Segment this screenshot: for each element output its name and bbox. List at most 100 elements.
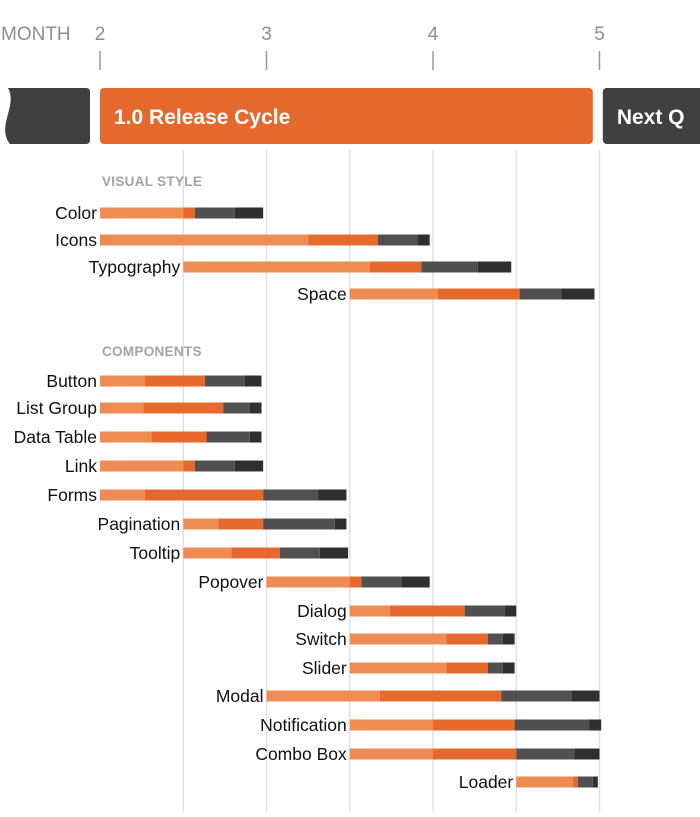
task-bar-segment [378, 234, 419, 246]
task-label: Popover [198, 572, 263, 592]
task-bar-segment [318, 489, 347, 501]
release-bands: 1.0 Release Cycle Next Q [0, 88, 700, 144]
task-bar-segment [577, 776, 593, 788]
task-bar-segment [592, 776, 598, 788]
task-bar-segment [349, 633, 447, 645]
task-bar-segment [183, 518, 219, 530]
task-bar-segment [244, 375, 262, 387]
release-band: Next Q [602, 88, 700, 144]
task-row: Link [65, 456, 264, 476]
task-row: Loader [459, 772, 598, 792]
task-bar-segment [349, 662, 447, 674]
task-bar-segment [144, 489, 264, 501]
x-axis: MONTH 2 3 4 5 [1, 24, 605, 70]
task-bar-segment [234, 207, 264, 219]
task-row: Data Table [14, 427, 262, 447]
task-bar-segment [263, 518, 335, 530]
task-bar-segment [266, 690, 380, 702]
task-label: Tooltip [130, 543, 181, 563]
task-label: Link [65, 456, 97, 476]
task-bar-segment [266, 576, 350, 588]
task-row: Space [297, 284, 595, 304]
task-bar-segment [433, 748, 517, 760]
task-bar-segment [100, 402, 144, 414]
task-row: Button [46, 371, 262, 391]
task-bar-segment [519, 288, 562, 300]
task-bar-segment [464, 605, 505, 617]
task-label: Dialog [297, 601, 347, 621]
task-label: Color [55, 203, 97, 223]
task-row: Notification [260, 715, 602, 735]
task-bar-segment [379, 690, 502, 702]
task-bar-segment [143, 402, 224, 414]
task-bar-segment [263, 489, 319, 501]
task-label: List Group [16, 398, 97, 418]
task-bar-segment [516, 748, 575, 760]
task-label: Switch [295, 629, 347, 649]
task-label: Notification [260, 715, 347, 735]
task-bar-segment [446, 662, 488, 674]
task-bar-segment [421, 261, 478, 273]
task-row: Tooltip [130, 543, 349, 563]
task-row: Switch [295, 629, 515, 649]
task-bar-segment [218, 518, 264, 530]
task-bar-segment [349, 288, 438, 300]
task-bar-segment [389, 605, 465, 617]
task-bar-segment [206, 431, 250, 443]
task-row: Forms [47, 485, 347, 505]
task-bar-segment [418, 234, 430, 246]
task-bar-segment [369, 261, 422, 273]
task-bar-segment [183, 207, 195, 219]
task-bar-segment [183, 261, 370, 273]
task-bar-segment [234, 460, 264, 472]
task-bar-segment [349, 748, 433, 760]
task-bar-segment [100, 207, 184, 219]
task-bar-segment [446, 633, 488, 645]
task-bar-segment [349, 605, 390, 617]
task-row: Modal [216, 686, 600, 706]
task-label: Loader [459, 772, 514, 792]
task-bar-segment [502, 662, 515, 674]
band-notch [0, 88, 11, 144]
task-row: Icons [55, 230, 430, 250]
task-bar-segment [100, 234, 309, 246]
task-bar-segment [571, 690, 600, 702]
task-label: Combo Box [255, 744, 347, 764]
release-band-rect [100, 88, 593, 144]
task-bar-segment [319, 547, 349, 559]
task-bar-segment [561, 288, 595, 300]
task-bar-segment [401, 576, 430, 588]
task-row: Dialog [297, 601, 517, 621]
task-bar-segment [349, 576, 362, 588]
task-bar-segment [516, 776, 573, 788]
x-tick-label: 2 [95, 24, 106, 45]
task-bar-segment [204, 375, 245, 387]
task-row: Combo Box [255, 744, 600, 764]
task-bar-segment [477, 261, 512, 273]
x-tick-label: 3 [261, 24, 272, 45]
task-bar-segment [231, 547, 280, 559]
release-band [0, 88, 91, 144]
section-label: VISUAL STYLE [102, 174, 202, 189]
task-bar-segment [100, 431, 152, 443]
task-label: Pagination [98, 514, 181, 534]
task-bar-segment [249, 402, 262, 414]
x-axis-title: MONTH [1, 24, 71, 45]
task-bar-segment [502, 633, 515, 645]
grid-lines [182, 150, 601, 812]
task-row: Pagination [98, 514, 347, 534]
task-bar-segment [361, 576, 402, 588]
task-bar-segment [249, 431, 262, 443]
task-bar-segment [223, 402, 250, 414]
task-bar-segment [194, 460, 235, 472]
task-bar-segment [514, 719, 590, 731]
task-bar-segment [194, 207, 235, 219]
task-bar-segment [501, 690, 572, 702]
task-bar-segment [349, 719, 433, 731]
x-tick-label: 5 [594, 24, 605, 45]
task-bar-segment [574, 748, 600, 760]
task-bar-segment [183, 547, 232, 559]
section-label: COMPONENTS [102, 344, 202, 359]
release-band-rect [0, 88, 91, 144]
